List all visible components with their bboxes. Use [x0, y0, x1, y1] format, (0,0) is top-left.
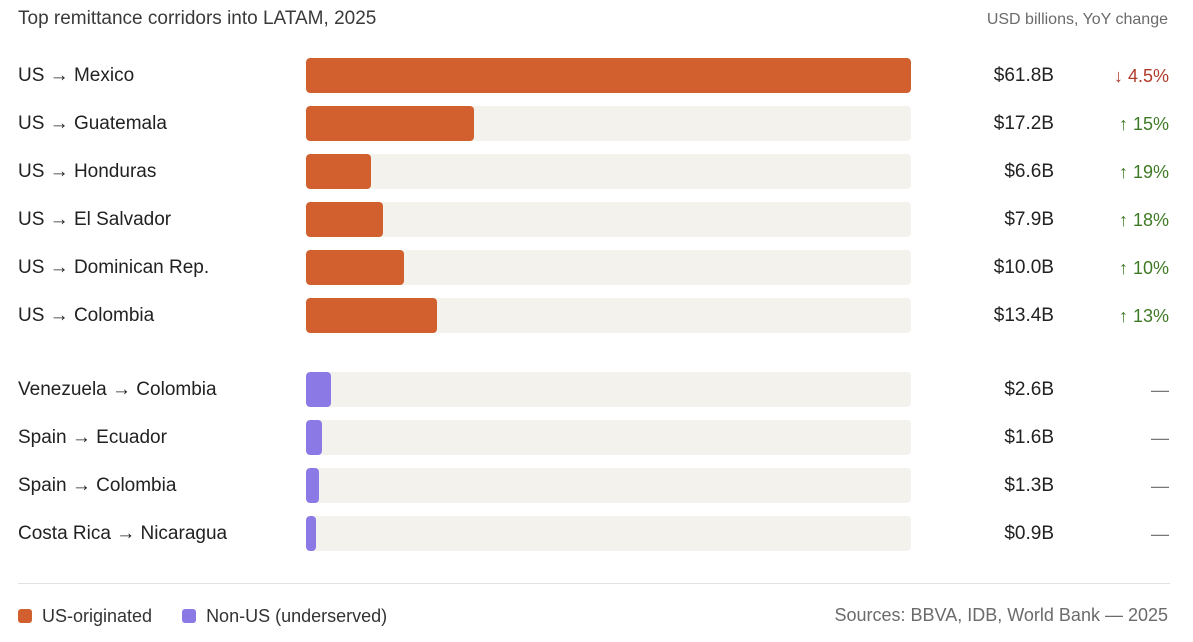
bar-row: US → Honduras $6.6B ↑ 19%: [0, 154, 1193, 190]
bar-row: US → Colombia $13.4B ↑ 13%: [0, 298, 1193, 334]
bar-value-label: $61.8B: [993, 65, 1054, 86]
bar-row: Costa Rica → Nicaragua $0.9B —: [0, 516, 1193, 552]
bar-track: [306, 516, 911, 551]
bar: [306, 420, 322, 455]
bar: [306, 58, 911, 93]
legend-label-non-us: Non-US (underserved): [206, 605, 388, 626]
bar-value-label: $1.3B: [1004, 475, 1054, 496]
bar-track: [306, 468, 911, 503]
bar-row: US → El Salvador $7.9B ↑ 18%: [0, 202, 1193, 238]
sources-note: Sources: BBVA, IDB, World Bank — 2025: [834, 605, 1168, 625]
yoy-change-label: ↓ 4.5%: [1113, 66, 1169, 86]
bar-track: [306, 106, 911, 141]
bar-row: Spain → Ecuador $1.6B —: [0, 420, 1193, 456]
bar-row: US → Mexico $61.8B ↓ 4.5%: [0, 58, 1193, 94]
bar: [306, 106, 475, 141]
bar-row: Spain → Colombia $1.3B —: [0, 468, 1193, 504]
bar-row: US → Dominican Rep. $10.0B ↑ 10%: [0, 250, 1193, 286]
bar-value-label: $17.2B: [993, 113, 1054, 134]
bar-value-label: $13.4B: [993, 305, 1054, 326]
bar-row: US → Guatemala $17.2B ↑ 15%: [0, 106, 1193, 142]
bar-label: US → Honduras: [18, 161, 157, 182]
legend-item-us: US-originated: [18, 606, 152, 627]
footer-divider: [18, 583, 1170, 584]
bar-track: [306, 202, 911, 237]
bar: [306, 202, 384, 237]
unit-note: USD billions, YoY change: [986, 11, 1168, 28]
legend-swatch-non-us: [182, 609, 197, 623]
bar: [306, 250, 404, 285]
yoy-change-label: ↑ 13%: [1118, 306, 1169, 326]
bar-track: [306, 298, 911, 333]
bar-value-label: $6.6B: [1004, 161, 1054, 182]
yoy-change-label: —: [1151, 476, 1169, 496]
bar-value-label: $0.9B: [1004, 523, 1054, 544]
bar: [306, 468, 319, 503]
bar-value-label: $2.6B: [1004, 379, 1054, 400]
bar-label: Venezuela → Colombia: [18, 379, 217, 400]
bar-label: US → Colombia: [18, 305, 155, 326]
bar-label: US → Mexico: [18, 65, 135, 86]
bar: [306, 154, 371, 189]
bar-track: [306, 372, 911, 407]
legend-label-us: US-originated: [42, 605, 153, 626]
yoy-change-label: —: [1151, 380, 1169, 400]
bar-label: Spain → Ecuador: [18, 427, 167, 448]
chart-title: Top remittance corridors into LATAM, 202…: [18, 8, 377, 29]
bar: [306, 372, 332, 407]
bar-track: [306, 420, 911, 455]
bar-label: US → El Salvador: [18, 209, 172, 230]
bar-label: Spain → Colombia: [18, 475, 177, 496]
bar: [306, 516, 316, 551]
yoy-change-label: ↑ 19%: [1118, 162, 1169, 182]
legend-item-non-us: Non-US (underserved): [182, 606, 387, 627]
bar-track: [306, 58, 911, 93]
legend: US-originated Non-US (underserved): [18, 604, 417, 628]
yoy-change-label: ↑ 18%: [1118, 210, 1169, 230]
bar-label: Costa Rica → Nicaragua: [18, 523, 228, 544]
bar-value-label: $7.9B: [1004, 209, 1054, 230]
bar-value-label: $1.6B: [1004, 427, 1054, 448]
bar-label: US → Dominican Rep.: [18, 257, 210, 278]
bar-label: US → Guatemala: [18, 113, 167, 134]
bar-value-label: $10.0B: [993, 257, 1054, 278]
yoy-change-label: —: [1151, 428, 1169, 448]
yoy-change-label: ↑ 15%: [1118, 114, 1169, 134]
yoy-change-label: ↑ 10%: [1118, 258, 1169, 278]
legend-swatch-us: [18, 609, 32, 623]
yoy-change-label: —: [1151, 524, 1169, 544]
bar-track: [306, 250, 911, 285]
bar-row: Venezuela → Colombia $2.6B —: [0, 372, 1193, 408]
bar-track: [306, 154, 911, 189]
bar: [306, 298, 438, 333]
